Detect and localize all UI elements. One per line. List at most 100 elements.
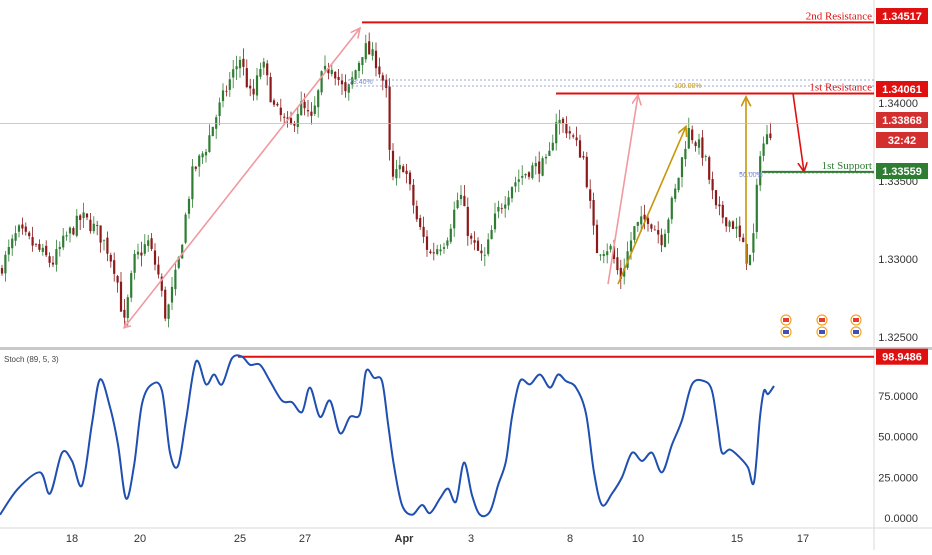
candle-body bbox=[402, 166, 405, 173]
candle bbox=[534, 156, 537, 175]
pane-separator[interactable] bbox=[0, 347, 932, 350]
candle-body bbox=[174, 269, 177, 290]
sr-level[interactable]: 2nd Resistance bbox=[362, 10, 874, 24]
candle bbox=[28, 230, 31, 240]
candle-body bbox=[728, 221, 731, 227]
trend-arrow[interactable] bbox=[617, 126, 686, 285]
candle bbox=[442, 242, 446, 254]
candle-body bbox=[466, 206, 469, 236]
candle-body bbox=[378, 66, 381, 75]
candle-body bbox=[725, 217, 728, 227]
candle-body bbox=[269, 77, 272, 103]
candle bbox=[0, 264, 4, 276]
candle bbox=[636, 221, 639, 232]
candle bbox=[126, 294, 129, 326]
candle-body bbox=[531, 165, 534, 179]
bar-countdown[interactable]: 32:42 bbox=[876, 132, 928, 148]
candle-body bbox=[136, 251, 140, 255]
candle bbox=[405, 163, 408, 184]
candle-body bbox=[51, 262, 55, 265]
candle bbox=[725, 217, 728, 232]
sr-level[interactable]: 1st Support bbox=[762, 160, 874, 173]
candle bbox=[565, 116, 568, 139]
candle-body bbox=[181, 244, 184, 259]
candle bbox=[697, 133, 701, 155]
candle-body bbox=[364, 43, 367, 60]
candle bbox=[167, 303, 170, 328]
candle-body bbox=[585, 156, 588, 188]
price-tag-1st-resistance[interactable]: 1.34061 bbox=[876, 81, 928, 97]
candle bbox=[85, 213, 89, 221]
candle bbox=[701, 130, 704, 166]
candle-body bbox=[272, 100, 276, 105]
candle-body bbox=[657, 230, 660, 235]
price-tag-2nd-resistance[interactable]: 1.34517 bbox=[876, 8, 928, 24]
candle bbox=[320, 70, 323, 96]
candle bbox=[381, 72, 384, 91]
candle bbox=[483, 247, 486, 267]
candle-body bbox=[738, 225, 741, 238]
candle-body bbox=[245, 68, 248, 88]
candle bbox=[130, 270, 133, 303]
candle-body bbox=[215, 117, 218, 129]
candle-body bbox=[208, 135, 211, 152]
candle-body bbox=[249, 85, 252, 89]
stoch-tick-label: 75.0000 bbox=[878, 391, 918, 403]
stoch-line bbox=[0, 354, 775, 518]
price-tag-current-text: 1.33868 bbox=[882, 115, 922, 127]
candle-body bbox=[422, 226, 425, 237]
trend-arrow[interactable] bbox=[607, 95, 638, 285]
candle-body bbox=[561, 118, 565, 124]
projection-arrow[interactable] bbox=[792, 93, 804, 172]
fib-label: 50.00% bbox=[739, 172, 763, 179]
candle bbox=[170, 276, 174, 310]
stoch-tick-label: 50.0000 bbox=[878, 432, 918, 444]
candle bbox=[415, 200, 418, 222]
candle bbox=[425, 230, 429, 257]
candle-body bbox=[517, 179, 520, 182]
candle-body bbox=[711, 179, 714, 191]
candle-body bbox=[354, 70, 357, 80]
candle-body bbox=[538, 161, 541, 174]
economic-event-icon[interactable] bbox=[850, 314, 862, 338]
time-tick-label: 18 bbox=[66, 533, 78, 545]
candle bbox=[113, 252, 116, 282]
candle-body bbox=[493, 213, 497, 230]
candle bbox=[572, 133, 575, 139]
candle-body bbox=[218, 102, 221, 116]
candle bbox=[153, 243, 157, 271]
candle bbox=[68, 226, 72, 243]
candle bbox=[626, 241, 629, 270]
candle bbox=[735, 217, 738, 239]
price-tick-label: 1.34000 bbox=[878, 98, 918, 110]
candle-body bbox=[221, 90, 225, 102]
stoch-level-tag[interactable]: 98.9486 bbox=[876, 348, 928, 365]
drawing-annotations[interactable] bbox=[122, 28, 804, 329]
candle bbox=[606, 243, 609, 264]
candle-body bbox=[555, 122, 558, 144]
candle-body bbox=[626, 251, 629, 268]
candle bbox=[14, 225, 17, 246]
price-tag-1st-support[interactable]: 1.33559 bbox=[876, 163, 928, 179]
candle-body bbox=[259, 69, 262, 77]
economic-event-icon[interactable] bbox=[780, 314, 792, 338]
candle-body bbox=[303, 101, 306, 109]
candle bbox=[738, 216, 741, 242]
price-tag-current[interactable]: 1.33868 bbox=[876, 112, 928, 128]
sr-level[interactable]: 1st Resistance bbox=[556, 82, 874, 95]
candle-body bbox=[21, 224, 24, 229]
candle-body bbox=[113, 260, 116, 274]
candle-body bbox=[4, 254, 7, 274]
candle bbox=[595, 219, 599, 254]
candle bbox=[769, 122, 772, 141]
trend-arrow[interactable] bbox=[123, 28, 360, 329]
economic-event-icon[interactable] bbox=[816, 314, 828, 338]
candle-body bbox=[541, 158, 544, 176]
candle-body bbox=[691, 129, 694, 141]
stoch-tick-label: 0.0000 bbox=[884, 513, 918, 525]
candle-body bbox=[405, 170, 408, 175]
fib-retracement[interactable]: 78.40% 100.00% 50.00% bbox=[348, 79, 874, 179]
candle-body bbox=[470, 235, 473, 239]
